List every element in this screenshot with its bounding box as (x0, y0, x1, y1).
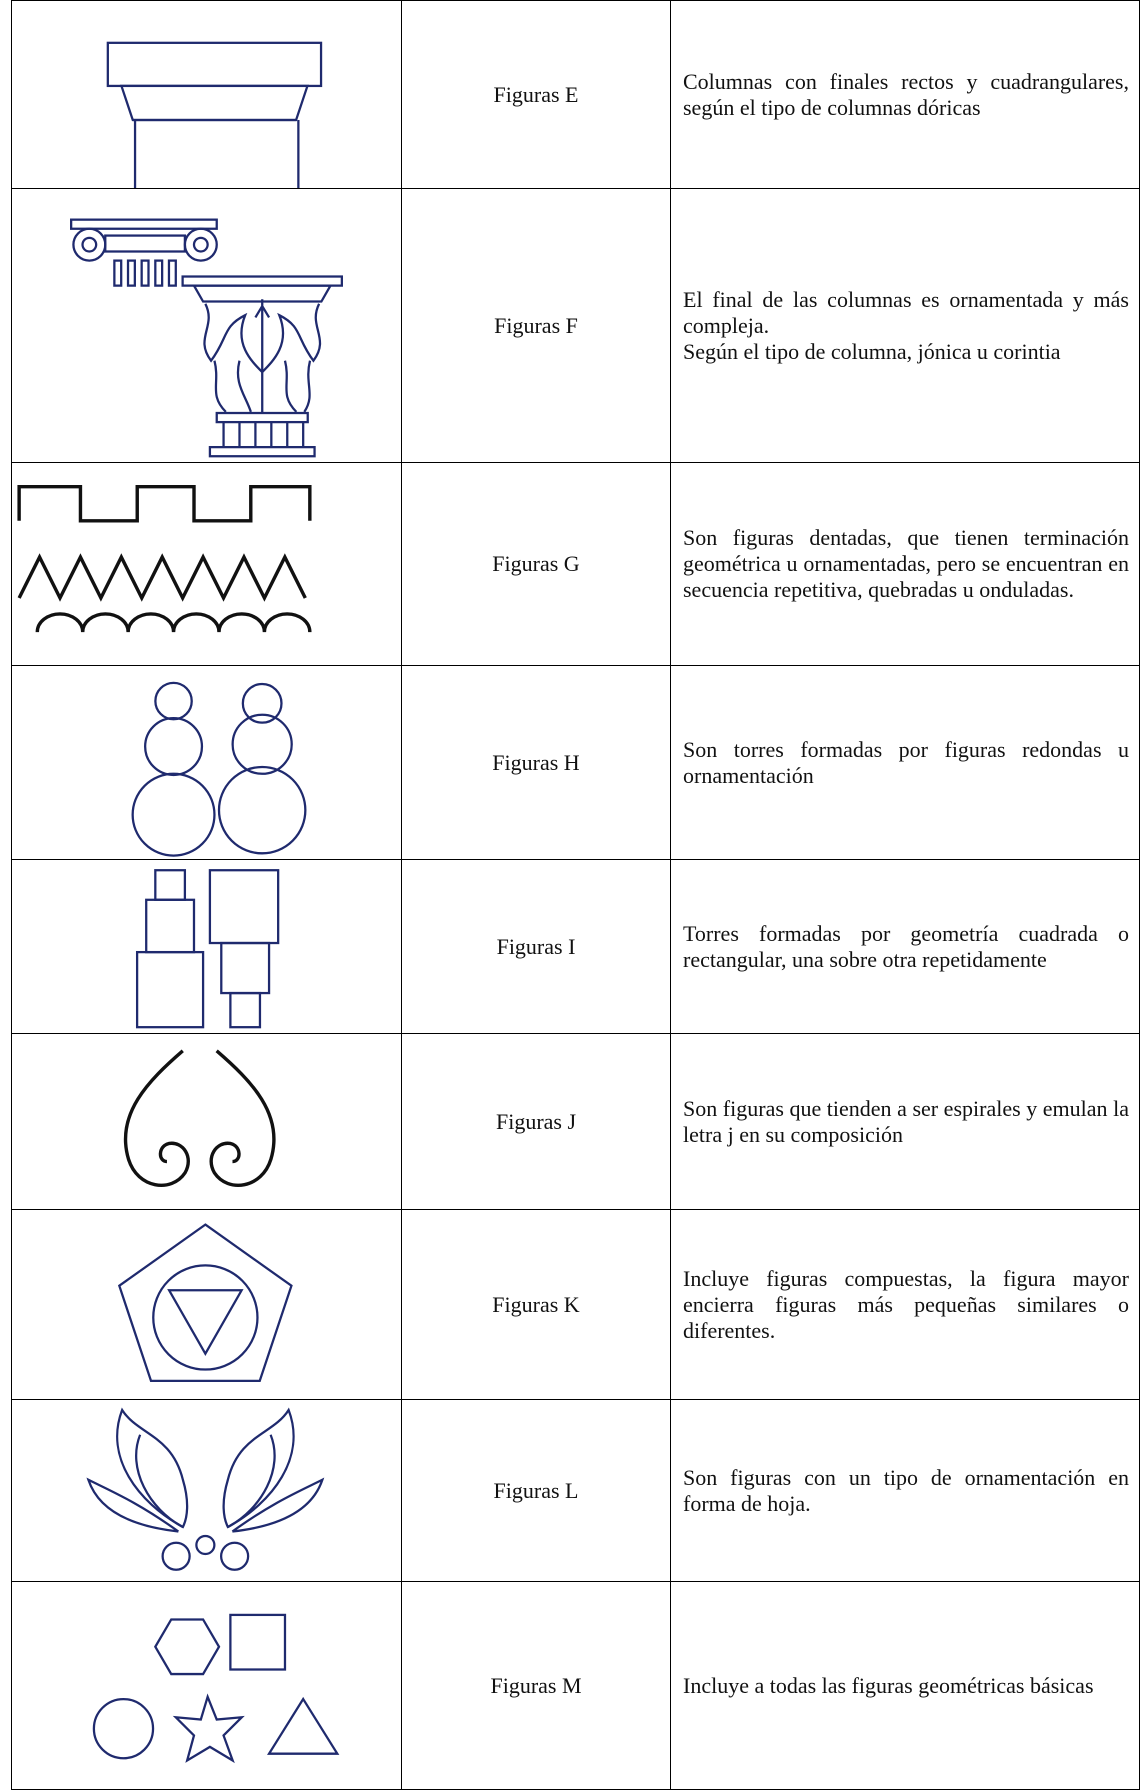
table-row: Figuras E Columnas con finales rectos y … (11, 0, 1140, 189)
icon-cell (11, 1581, 402, 1790)
paragraph: El final de las columnas es ornamentada … (683, 286, 1129, 338)
icon-cell (11, 665, 402, 860)
paragraph: Incluye figuras compuestas, la figura ma… (683, 1265, 1129, 1343)
figure-label: Figuras G (401, 462, 671, 666)
round-towers-icon (131, 681, 307, 857)
paragraph: Según el tipo de columna, jónica u corin… (683, 338, 1061, 364)
figure-description: Torres formadas por geometría cuadrada o… (670, 859, 1140, 1034)
leaf-ornament-icon (86, 1407, 325, 1571)
spirals-icon (123, 1049, 276, 1187)
figure-description: Son figuras dentadas, que tienen termina… (670, 462, 1140, 666)
figure-description: Columnas con finales rectos y cuadrangul… (670, 0, 1140, 189)
ionic-corinthian-icon (70, 218, 343, 457)
icon-cell (11, 188, 402, 463)
icon-cell (11, 859, 402, 1034)
figure-description: Son figuras que tienden a ser espirales … (670, 1033, 1140, 1210)
figures-table: Figuras E Columnas con finales rectos y … (11, 0, 1140, 1790)
figure-description: Son figuras con un tipo de ornamentación… (670, 1399, 1140, 1582)
figure-label: Figuras E (401, 0, 671, 189)
paragraph: Son figuras con un tipo de ornamentación… (683, 1464, 1129, 1516)
figure-description: Son torres formadas por figuras redondas… (670, 665, 1140, 860)
icon-cell (11, 0, 402, 189)
paragraph: Son figuras dentadas, que tienen termina… (683, 525, 1129, 602)
paragraph: Columnas con finales rectos y cuadrangul… (683, 68, 1129, 120)
square-towers-icon (135, 868, 280, 1028)
compound-figure-icon (117, 1222, 293, 1382)
table-row: Figuras H Son torres formadas por figura… (11, 665, 1140, 860)
table-row: Figuras F El final de las columnas es or… (11, 188, 1140, 463)
table-row: Figuras K Incluye figuras compuestas, la… (11, 1209, 1140, 1400)
figure-label: Figuras I (401, 859, 671, 1034)
figure-description: Incluye a todas las figuras geométricas … (670, 1581, 1140, 1790)
icon-cell (11, 462, 402, 666)
figure-label: Figuras K (401, 1209, 671, 1400)
figure-label: Figuras J (401, 1033, 671, 1210)
figure-label: Figuras H (401, 665, 671, 860)
paragraph: Torres formadas por geometría cuadrada o… (683, 920, 1129, 972)
table-row: Figuras L Son figuras con un tipo de orn… (11, 1399, 1140, 1582)
figure-description: El final de las columnas es ornamentada … (670, 188, 1140, 463)
icon-cell (11, 1033, 402, 1210)
figure-label: Figuras L (401, 1399, 671, 1582)
doric-capital-icon (106, 41, 323, 188)
icon-cell (11, 1209, 402, 1400)
table-row: Figuras M Incluye a todas las figuras ge… (11, 1581, 1140, 1790)
basic-shapes-icon (92, 1613, 340, 1763)
table-row: Figuras J Son figuras que tienden a ser … (11, 1033, 1140, 1210)
table-row: Figuras G Son figuras dentadas, que tien… (11, 462, 1140, 666)
icon-cell (11, 1399, 402, 1582)
table-row: Figuras I Torres formadas por geometría … (11, 859, 1140, 1034)
serrated-patterns-icon (17, 484, 312, 632)
paragraph: Incluye a todas las figuras geométricas … (683, 1672, 1094, 1698)
paragraph: Son torres formadas por figuras redondas… (683, 736, 1129, 788)
figure-label: Figuras M (401, 1581, 671, 1790)
figure-label: Figuras F (401, 188, 671, 463)
figure-description: Incluye figuras compuestas, la figura ma… (670, 1209, 1140, 1400)
paragraph: Son figuras que tienden a ser espirales … (683, 1095, 1129, 1147)
